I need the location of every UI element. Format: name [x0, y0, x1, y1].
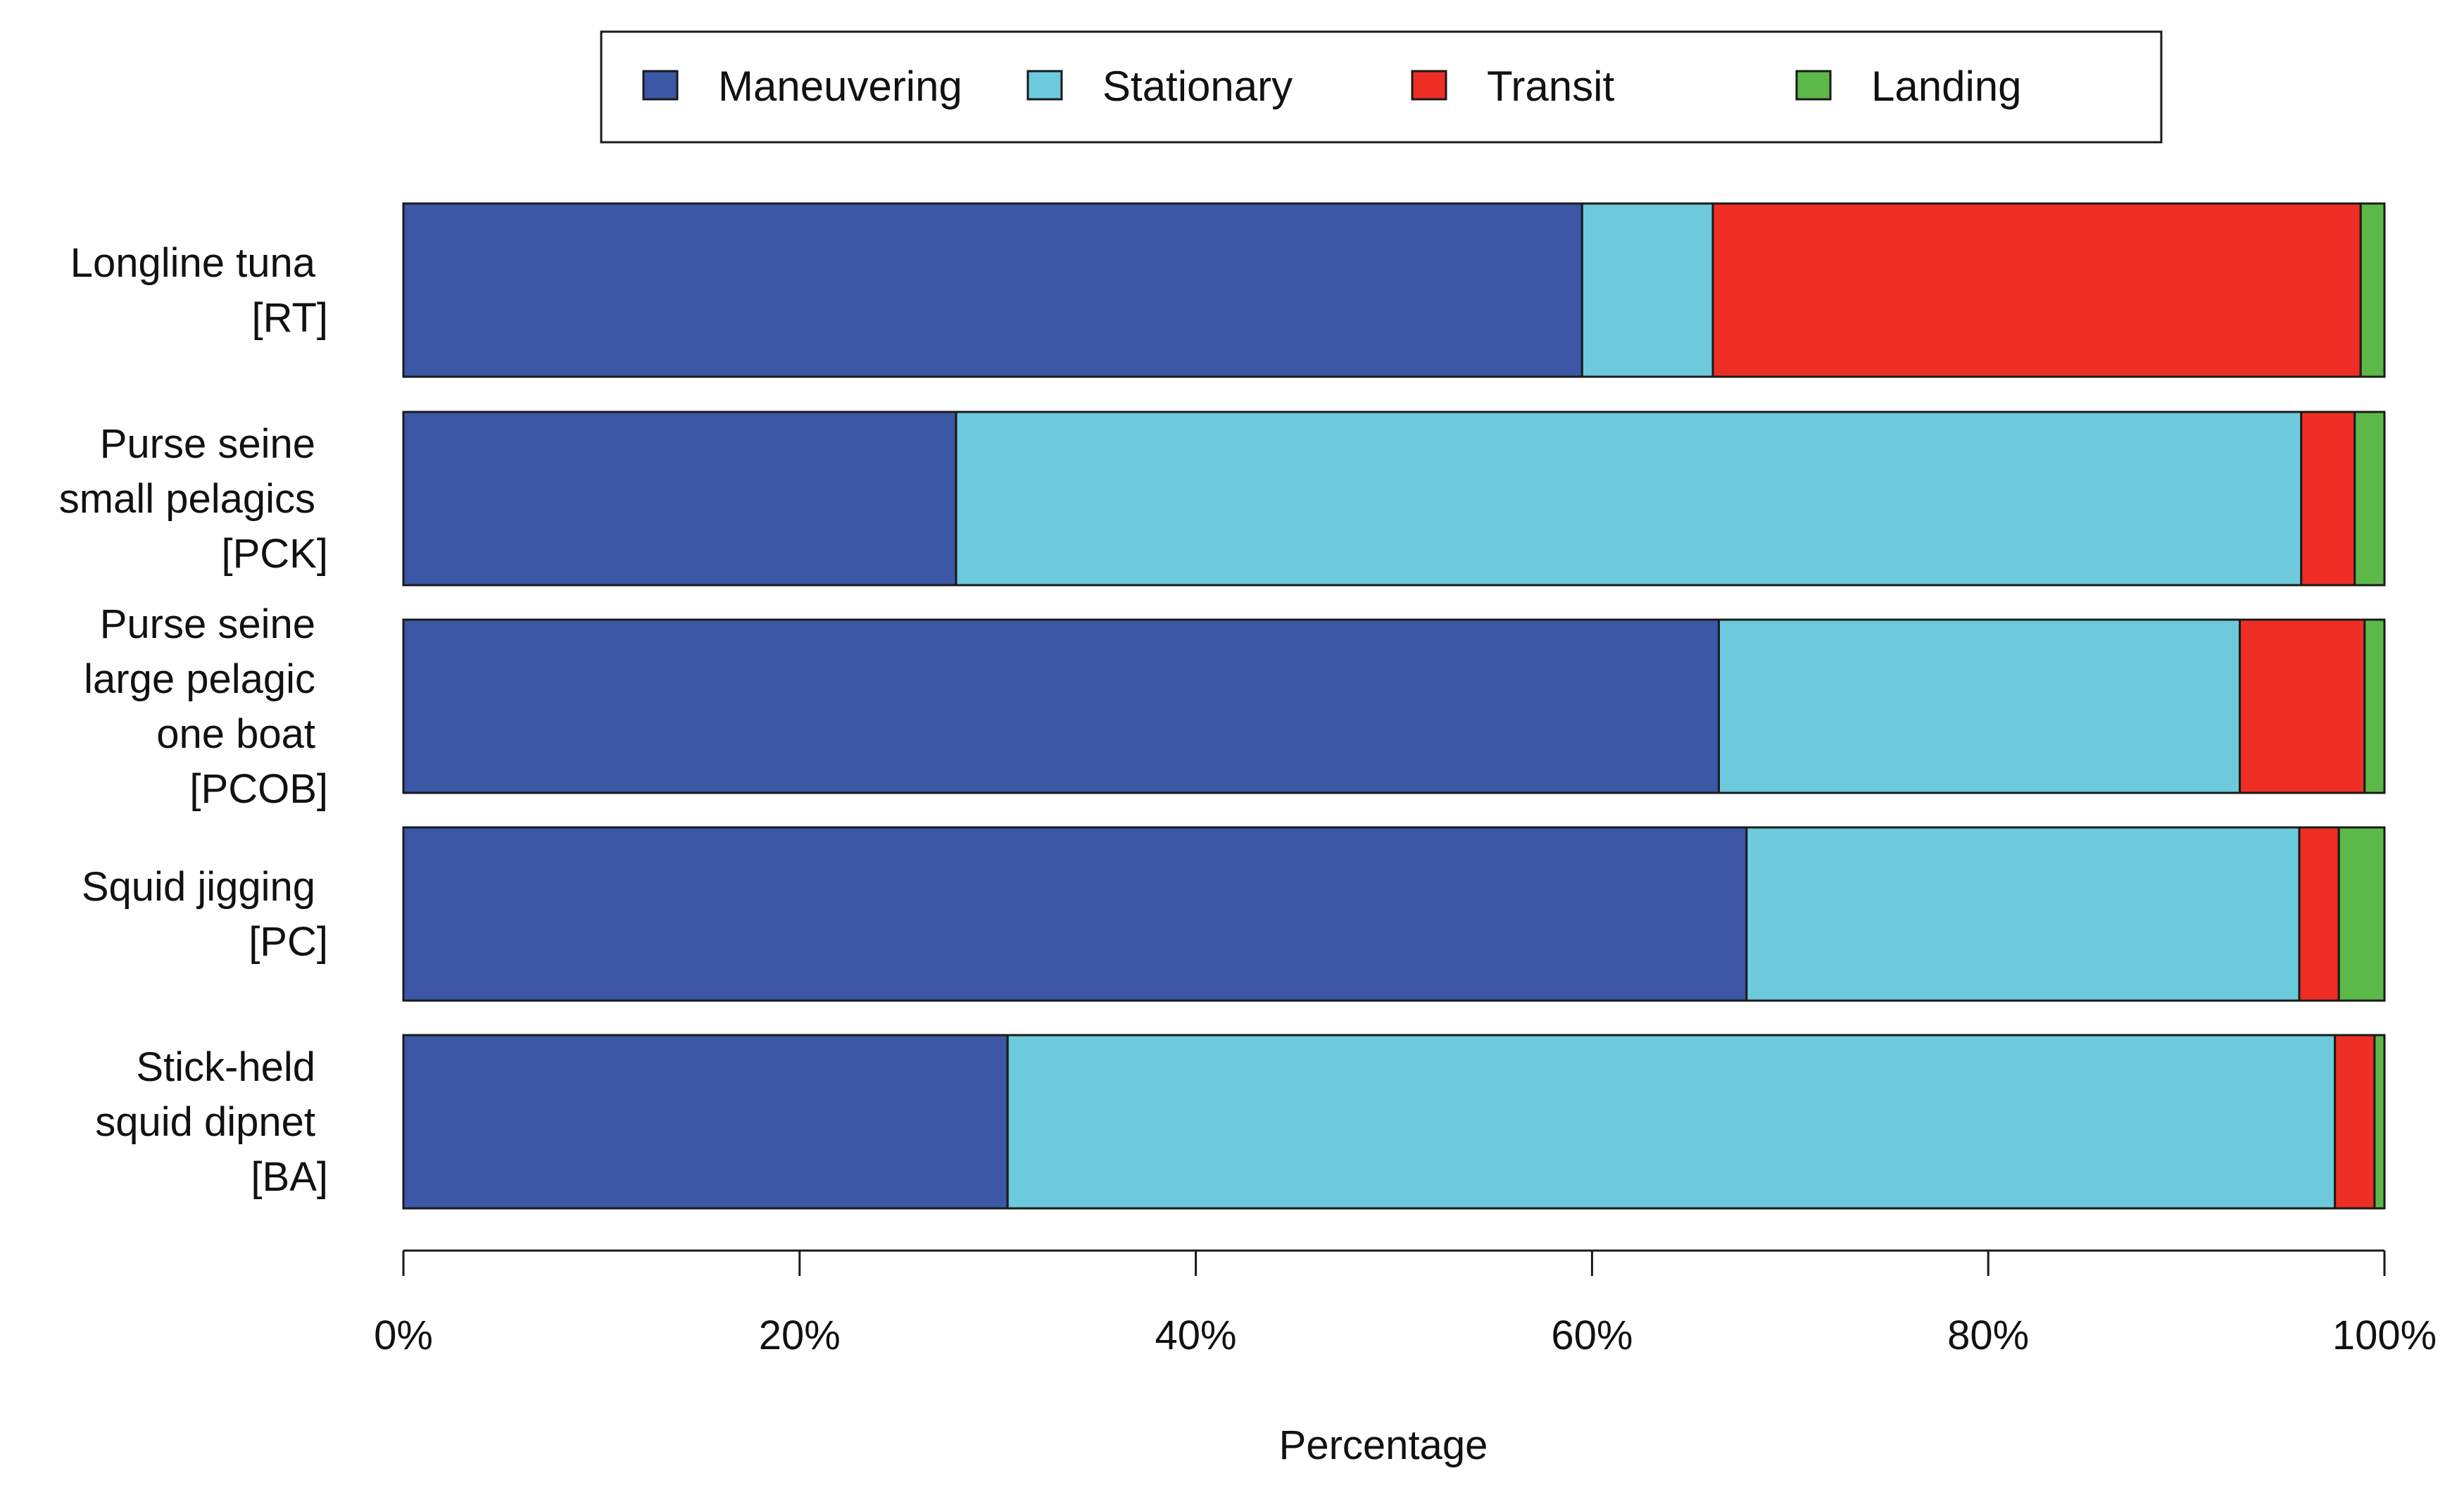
bar-pck-landing: [2353, 411, 2386, 587]
legend-label-stationary: Stationary: [1102, 63, 1293, 110]
category-label-line: Purse seine: [100, 601, 315, 647]
bar-pcob-maneuvering: [402, 618, 1720, 794]
category-label-line: [BA]: [251, 1154, 328, 1200]
category-label-line: [RT]: [252, 295, 329, 341]
bar-outline-rt: [402, 202, 2386, 378]
category-label-line: [PCOB]: [189, 766, 328, 812]
x-tick-label: 40%: [1155, 1313, 1237, 1358]
category-label-line: small pelagics: [59, 476, 315, 522]
bar-pc-transit: [2298, 826, 2340, 1002]
legend-label-transit: Transit: [1487, 63, 1614, 110]
bar-pc-maneuvering: [402, 826, 1748, 1002]
bar-rt-landing: [2359, 202, 2386, 378]
bar-pc-stationary: [1745, 826, 2301, 1002]
bar-pc-landing: [2337, 826, 2386, 1002]
bar-outline-pc: [402, 826, 2386, 1002]
category-label-line: squid dipnet: [95, 1099, 315, 1145]
x-tick-label: 0%: [374, 1313, 433, 1358]
legend-swatch-transit: [1411, 70, 1447, 101]
bars-area: [402, 202, 2386, 1210]
legend-swatch-stationary: [1026, 70, 1063, 101]
bar-outline-ba: [402, 1034, 2386, 1210]
bar-rt-transit: [1711, 202, 2362, 378]
legend-label-maneuvering: Maneuvering: [718, 63, 962, 110]
legend-swatch-maneuvering: [642, 70, 679, 101]
legend: Maneuvering Stationary Transit Landing: [600, 30, 2163, 144]
bar-pck-stationary: [955, 411, 2303, 587]
category-label-line: [PCK]: [222, 531, 329, 577]
category-label-line: Stick-held: [136, 1044, 315, 1090]
category-label-line: large pelagic: [84, 656, 315, 702]
bar-ba-landing: [2373, 1034, 2386, 1210]
bar-rt-maneuvering: [402, 202, 1583, 378]
legend-label-landing: Landing: [1871, 63, 2022, 110]
x-tick-label: 80%: [1947, 1313, 2029, 1358]
x-tick-label: 60%: [1551, 1313, 1633, 1358]
bar-pcob-stationary: [1717, 618, 2242, 794]
bar-pcob-landing: [2363, 618, 2386, 794]
bar-rt-stationary: [1580, 202, 1714, 378]
category-labels: Longline tuna [RT] Purse seine small pelagi…: [59, 240, 328, 1200]
x-tick-label: 20%: [759, 1313, 841, 1358]
category-label-line: Squid jigging: [82, 864, 315, 910]
bar-ba-maneuvering: [402, 1034, 1009, 1210]
category-label-line: [PC]: [249, 919, 328, 965]
bar-pck-maneuvering: [402, 411, 957, 587]
bar-ba-stationary: [1006, 1034, 2337, 1210]
x-axis: 0% 20% 40% 60% 80% 100%: [374, 1249, 2437, 1358]
legend-swatch-landing: [1795, 70, 1832, 101]
x-tick-label: 100%: [2332, 1313, 2437, 1358]
x-axis-title: Percentage: [1279, 1422, 1488, 1468]
bar-pck-transit: [2300, 411, 2356, 587]
category-label-line: one boat: [156, 711, 315, 757]
category-label-line: Longline tuna: [70, 240, 316, 286]
bar-outline-pck: [402, 411, 2386, 587]
bar-ba-transit: [2334, 1034, 2376, 1210]
category-label-line: Purse seine: [100, 421, 315, 467]
bar-pcob-transit: [2239, 618, 2366, 794]
legend-box: [600, 30, 2163, 144]
bar-outline-pcob: [402, 618, 2386, 794]
